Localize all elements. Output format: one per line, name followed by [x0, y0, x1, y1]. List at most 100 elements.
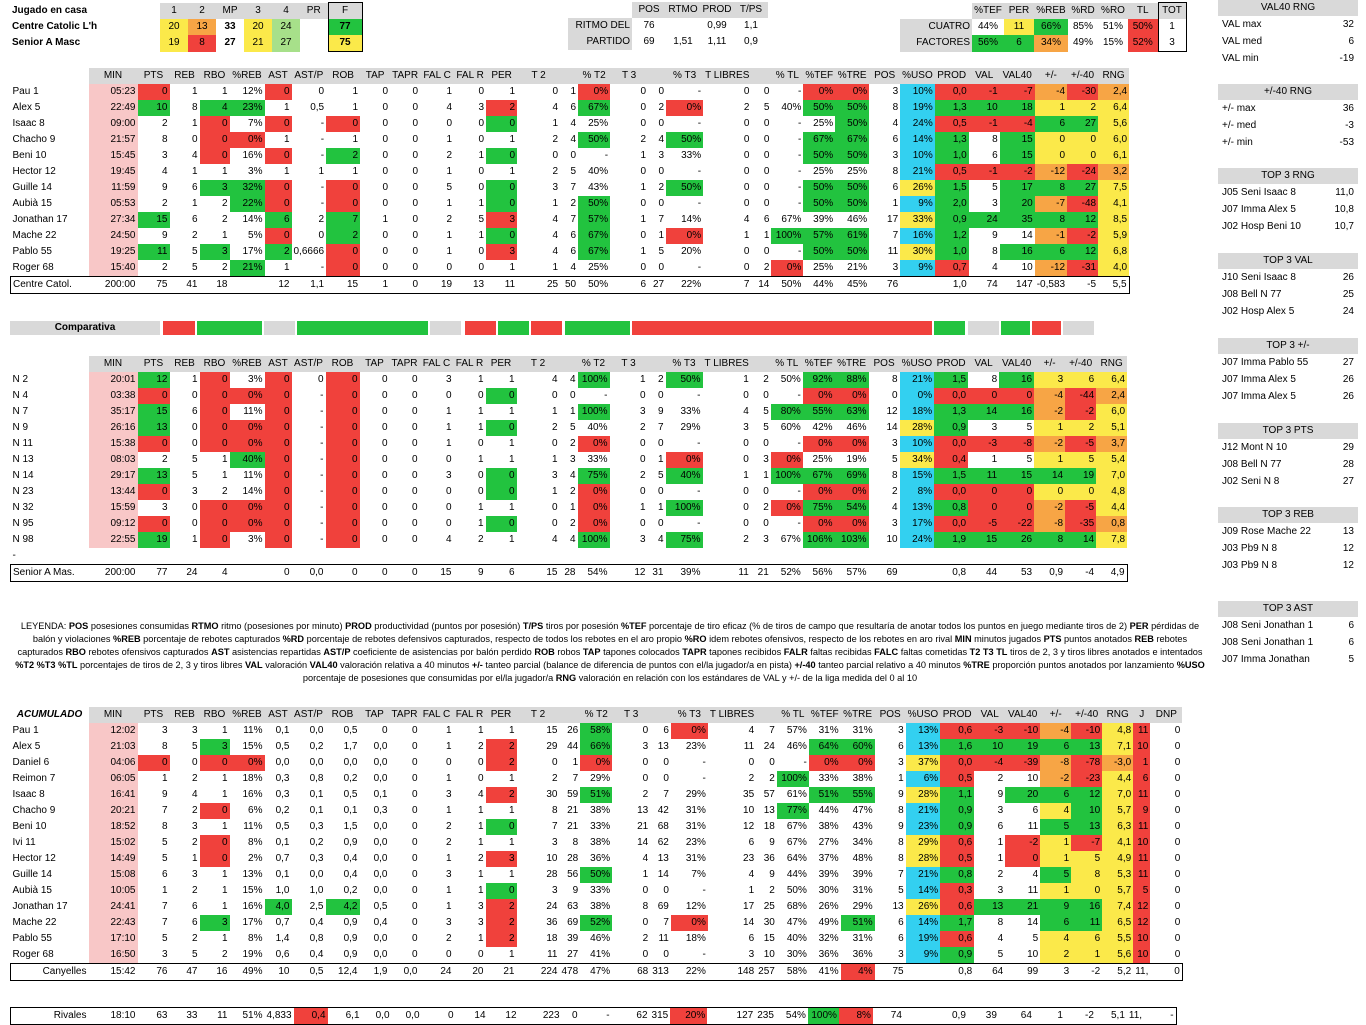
- stat-cell: 33%: [590, 885, 611, 896]
- cumulative-stats-table: ACUMULADO MIN PTS REB RBO %REB AST AST/P ROB TAP T…: [10, 707, 1183, 981]
- stat-cell: 1: [191, 198, 198, 209]
- stat-cell: 1,1: [291, 276, 327, 294]
- stat-cell: 0: [477, 486, 484, 497]
- stat-cell: 0: [1034, 484, 1066, 500]
- stat-cell: 0: [743, 86, 750, 97]
- stat-cell: 6: [898, 917, 904, 928]
- stat-cell: 22:43: [88, 915, 138, 931]
- stat-cell: 0: [264, 228, 292, 244]
- stat-cell: 0%: [666, 228, 704, 244]
- stat-cell: 13%: [242, 869, 263, 880]
- item-label: J09 Rose Mache 22: [1222, 526, 1311, 537]
- legend-term: VAL40: [309, 660, 338, 670]
- stat-cell: [229, 564, 265, 582]
- stat-cell: 1: [221, 901, 228, 912]
- stat-cell: 0: [264, 388, 292, 404]
- stat-cell: 22%: [670, 963, 708, 981]
- stat-cell: 1: [445, 805, 452, 816]
- column-header: FAL R: [453, 356, 486, 372]
- stat-cell: 2: [485, 755, 517, 771]
- stat-cell: 6: [898, 741, 904, 752]
- item-label: +/- med: [1222, 120, 1257, 131]
- stat-cell: 6: [1032, 805, 1039, 816]
- stat-cell: 0: [478, 262, 485, 273]
- stat-cell: 478: [559, 963, 581, 981]
- ritmo-header: RTMO: [666, 2, 700, 18]
- stat-cell: 2: [221, 262, 228, 273]
- stat-cell: 21: [567, 821, 579, 832]
- table-row: Rivales 18:10 63 33 11 51% 4,833 0,4 6,1 0,0 0,0 0 1…: [10, 1007, 1177, 1025]
- stat-cell: 11: [1133, 851, 1151, 867]
- stat-cell: 1: [191, 86, 198, 97]
- stat-cell: 44%: [818, 805, 839, 816]
- factor-value: 15%: [1102, 37, 1123, 49]
- stat-cell: 6: [1034, 244, 1068, 260]
- stat-cell: 0: [412, 214, 419, 225]
- stat-cell: 5: [1026, 454, 1033, 465]
- factor-header: %REB: [1034, 2, 1068, 19]
- item-value: 10,7: [1334, 221, 1354, 232]
- stat-cell: 19: [420, 276, 455, 294]
- stat-cell: 0: [478, 86, 485, 97]
- stat-cell: 1: [509, 166, 516, 177]
- stat-cell: 6: [1040, 787, 1072, 803]
- stat-cell: 36%: [590, 853, 611, 864]
- stat-cell: 4,4: [1102, 771, 1134, 787]
- stat-cell: -: [320, 534, 324, 545]
- column-header: T LIBRES: [703, 68, 752, 84]
- table-row: Hector 12 19:45 4 1 1 3% 1 1 1 0 0 1 0 1 2 5 40% 0 0-0 0-25…: [11, 164, 1130, 180]
- team-name: Senior A Masc: [12, 37, 81, 49]
- stat-cell: 1,9: [359, 963, 390, 981]
- stat-cell: 50%: [803, 196, 836, 212]
- table-row: Senior A Masc 19 8 27 21 27 75: [10, 35, 363, 52]
- stat-cell: 0: [137, 388, 170, 404]
- column-header: T LIBRES: [707, 707, 757, 723]
- item-value: 13: [1342, 526, 1354, 537]
- player-name: Senior A Mas.: [10, 564, 89, 582]
- stat-cell: 18: [546, 933, 558, 944]
- stat-cell: 14: [886, 422, 898, 433]
- stat-cell: 75: [137, 276, 170, 294]
- stat-cell: 51%: [808, 787, 841, 803]
- stat-cell: 14: [455, 1007, 488, 1025]
- stat-cell: 7%: [248, 118, 263, 129]
- stat-cell: 6: [191, 917, 198, 928]
- stat-cell: 25%: [813, 118, 834, 129]
- stat-cell: -7: [999, 84, 1035, 100]
- stat-cell: 3: [743, 422, 749, 433]
- stat-cell: 0: [326, 244, 361, 260]
- stat-cell: 63: [567, 901, 579, 912]
- stat-cell: 0: [763, 182, 770, 193]
- stat-cell: 0: [639, 438, 646, 449]
- stat-cell: 10: [974, 739, 1006, 755]
- stat-cell: 0: [657, 438, 664, 449]
- stat-cell: 6: [892, 134, 899, 145]
- stat-cell: 4: [551, 374, 558, 385]
- legend-term: PROD: [345, 621, 372, 631]
- stat-cell: 11: [1133, 819, 1151, 835]
- stat-cell: 27: [567, 949, 579, 960]
- stat-cell: 1: [283, 166, 290, 177]
- stat-cell: 16%: [242, 789, 263, 800]
- stat-cell: [292, 548, 326, 565]
- stat-cell: 4: [992, 262, 998, 273]
- stat-cell: 3: [161, 949, 168, 960]
- stat-cell: 0: [570, 150, 577, 161]
- player-name: N 98: [12, 534, 34, 545]
- legend-term: FALR: [783, 647, 808, 657]
- stat-cell: 1: [283, 134, 290, 145]
- stat-cell: 15: [419, 564, 454, 582]
- stat-cell: 5,6: [1098, 116, 1130, 132]
- stat-cell: -: [604, 150, 609, 161]
- stat-cell: -78: [1071, 755, 1103, 771]
- stat-cell: 19: [1005, 739, 1041, 755]
- stat-cell: 29%: [905, 835, 941, 851]
- stat-cell: 9: [1040, 899, 1072, 915]
- stat-cell: 11:59: [88, 180, 138, 196]
- stat-cell: 2: [445, 821, 452, 832]
- stat-cell: 0: [892, 390, 898, 401]
- stat-cell: 13: [763, 805, 775, 816]
- stat-cell: 49%: [818, 917, 839, 928]
- table-row: Reimon 7 06:05 1 2 1 18% 0,3 0,8 0,2 0,0 0 1 0 1 2 7 29%…: [11, 771, 1183, 787]
- stat-cell: 56: [567, 869, 579, 880]
